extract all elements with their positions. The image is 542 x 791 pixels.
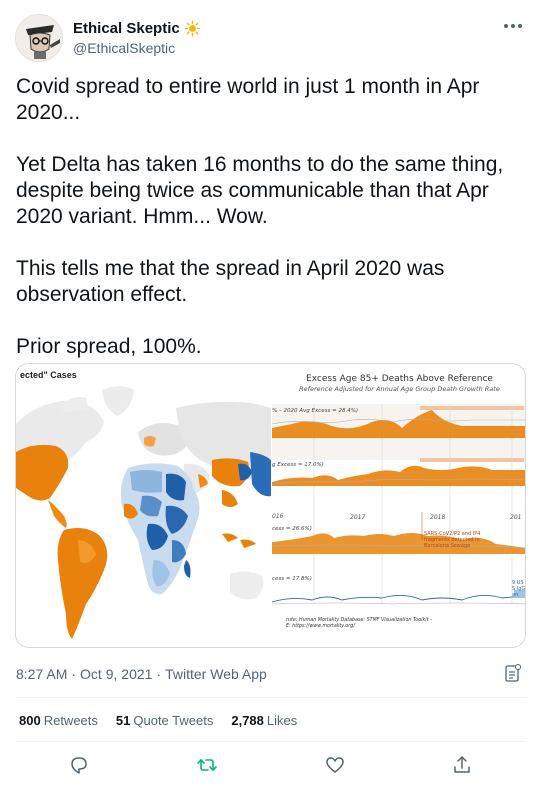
quote-tweets-label: Quote Tweets	[133, 713, 214, 728]
tweet-time[interactable]: 8:27 AM	[16, 666, 68, 682]
share-icon[interactable]	[451, 754, 473, 776]
quote-tweets-stat[interactable]: 51 Quote Tweets	[116, 713, 213, 728]
chart-panel-label: cess = 17.8%)	[272, 576, 312, 582]
display-name[interactable]: Ethical Skeptic	[73, 20, 180, 37]
world-map-graphic	[16, 386, 271, 639]
meta-separator: ·	[71, 666, 77, 682]
chart-source-line: E: https://www.mortality.org/	[286, 624, 355, 629]
chart-year-label: 2017	[350, 514, 366, 521]
chart-graphic	[272, 404, 525, 605]
retweets-label: Retweets	[43, 713, 98, 728]
tweet-paragraph: Yet Delta has taken 16 months to do the …	[16, 153, 504, 228]
author-name-row[interactable]: Ethical Skeptic	[73, 20, 201, 37]
excess-deaths-chart-image[interactable]: Excess Age 85+ Deaths Above Reference Re…	[272, 364, 526, 647]
tweet-media[interactable]: ected" Cases	[15, 363, 526, 648]
meta-separator: ·	[156, 666, 162, 682]
tweet-actions	[0, 754, 542, 780]
tweet-paragraph: This tells me that the spread in April 2…	[16, 257, 445, 306]
likes-label: Likes	[266, 713, 298, 728]
tweet-text: Covid spread to entire world in just 1 m…	[16, 74, 521, 360]
sun-icon	[184, 20, 201, 37]
chart-source-line: rute: Human Mortality Database: STMF Vis…	[286, 618, 433, 623]
tweet-paragraph: Covid spread to entire world in just 1 m…	[16, 75, 480, 124]
chart-panel-label: cess = 26.6%)	[272, 526, 312, 532]
tweet-client[interactable]: Twitter Web App	[165, 666, 267, 682]
reply-icon[interactable]	[68, 754, 90, 776]
chart-year-label: 201	[510, 514, 522, 521]
analytics-icon[interactable]	[504, 664, 522, 684]
more-options-icon[interactable]	[504, 22, 524, 30]
chart-source: rute: Human Mortality Database: STMF Vis…	[286, 618, 432, 630]
tweet-stats: 800 Retweets 51 Quote Tweets 2,788 Likes	[19, 713, 297, 728]
chart-side-label: 9 US S IgG an	[512, 580, 526, 598]
chart-year-label: 2018	[430, 514, 446, 521]
chart-panel-label: % – 2020 Avg Excess = 28.4%)	[272, 408, 359, 414]
like-icon[interactable]	[324, 754, 346, 776]
retweets-stat[interactable]: 800 Retweets	[19, 713, 98, 728]
tweet-date[interactable]: Oct 9, 2021	[80, 666, 153, 682]
avatar[interactable]	[15, 14, 63, 62]
retweet-icon[interactable]	[196, 754, 218, 776]
tweet-meta: 8:27 AM · Oct 9, 2021 · Twitter Web App	[16, 666, 267, 682]
chart-annotation: SARS-CoV2/P2 and IP4 fragments detected …	[424, 531, 481, 549]
world-map-image[interactable]: ected" Cases	[16, 364, 271, 647]
quote-tweets-count: 51	[115, 713, 131, 728]
retweets-count: 800	[19, 713, 41, 728]
map-title: ected" Cases	[20, 370, 77, 380]
divider	[16, 697, 526, 698]
divider	[16, 741, 526, 742]
author-handle[interactable]: @EthicalSkeptic	[73, 40, 176, 56]
chart-year-label: 016	[272, 513, 284, 520]
likes-stat[interactable]: 2,788 Likes	[231, 713, 297, 728]
chart-panel-label: g Excess = 17.0%)	[272, 462, 324, 468]
chart-subtitle: Reference Adjusted for Annual Age Group …	[299, 385, 500, 393]
likes-count: 2,788	[231, 713, 264, 728]
tweet-paragraph: Prior spread, 100%.	[16, 335, 202, 358]
chart-title: Excess Age 85+ Deaths Above Reference	[306, 374, 493, 384]
